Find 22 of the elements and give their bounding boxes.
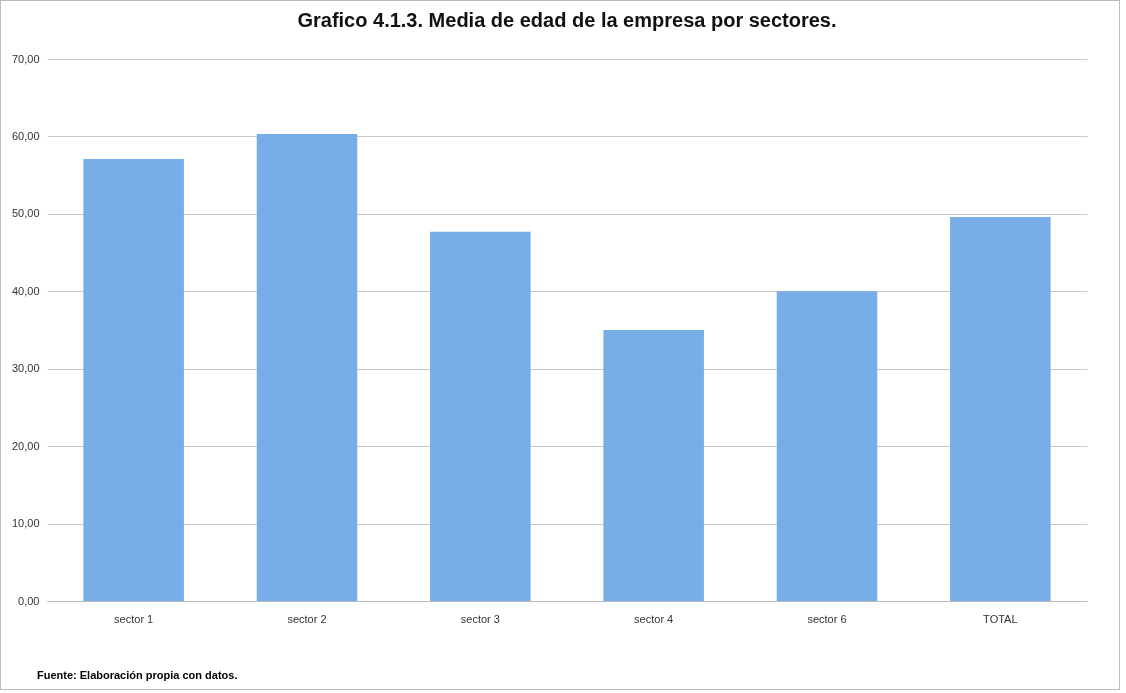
y-tick-label: 10,00 (11, 517, 40, 530)
source-note: Fuente: Elaboración propia con datos. (37, 669, 238, 681)
x-tick-label: sector 6 (807, 612, 847, 625)
x-tick-label: sector 1 (114, 612, 154, 625)
y-tick-label: 60,00 (11, 129, 40, 142)
bar (256, 134, 358, 601)
bar (430, 231, 531, 601)
x-tick-label: sector 3 (460, 612, 500, 625)
bar (83, 158, 184, 601)
y-tick-label: 40,00 (11, 284, 40, 297)
y-tick-label: 20,00 (11, 439, 40, 452)
bar (950, 216, 1051, 601)
y-tick-label: 0,00 (18, 594, 40, 607)
x-tick-label: TOTAL (983, 612, 1018, 625)
y-tick-label: 70,00 (11, 52, 40, 65)
bar (776, 291, 878, 601)
x-tick-label: sector 2 (287, 612, 327, 625)
chart-title: Grafico 4.1.3. Media de edad de la empresa por sectores. (297, 9, 837, 31)
y-tick-label: 50,00 (11, 207, 40, 220)
y-tick-label: 30,00 (11, 362, 40, 375)
bar (603, 330, 704, 601)
x-tick-label: sector 4 (634, 612, 674, 625)
